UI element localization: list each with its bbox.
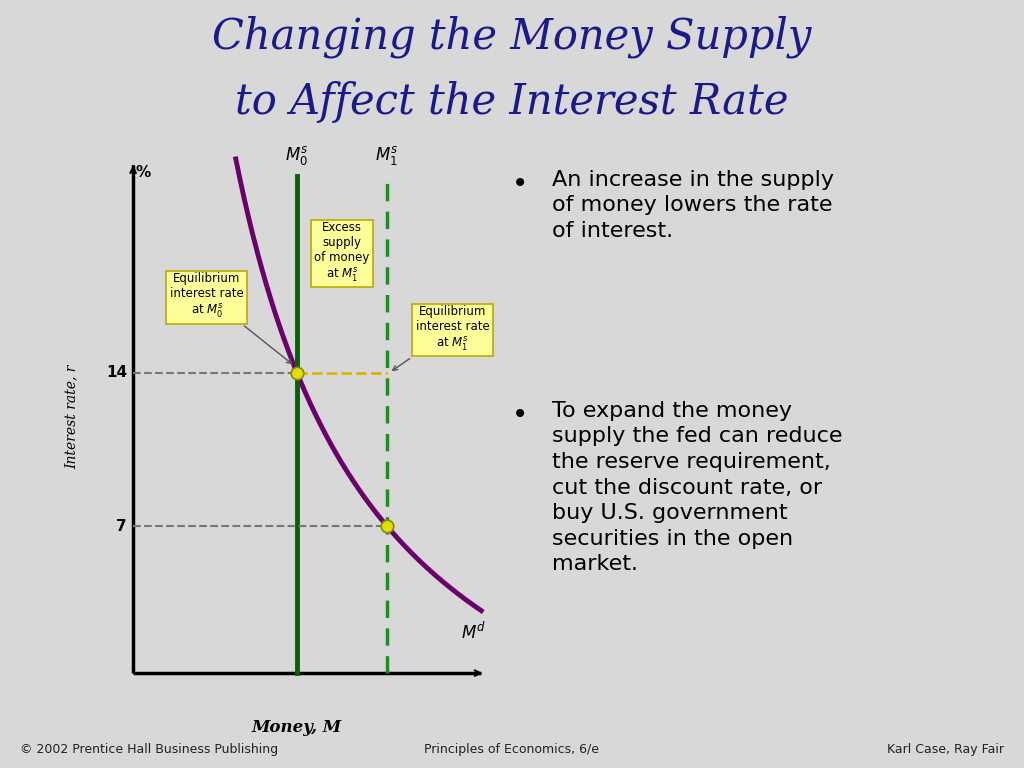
Text: Excess
supply
of money
at $M_1^s$: Excess supply of money at $M_1^s$: [314, 220, 370, 283]
Text: 14: 14: [105, 366, 127, 380]
Text: Principles of Economics, 6/e: Principles of Economics, 6/e: [425, 743, 599, 756]
Text: Equilibrium
interest rate
at $M_0^s$: Equilibrium interest rate at $M_0^s$: [170, 272, 292, 363]
Text: Changing the Money Supply: Changing the Money Supply: [212, 15, 812, 58]
Text: Interest rate, r: Interest rate, r: [65, 365, 79, 468]
Text: An increase in the supply
of money lowers the rate
of interest.: An increase in the supply of money lower…: [552, 170, 834, 241]
Text: 7: 7: [117, 518, 127, 534]
Text: $M_0^s$: $M_0^s$: [286, 144, 308, 167]
Text: Karl Case, Ray Fair: Karl Case, Ray Fair: [887, 743, 1004, 756]
Text: Equilibrium
interest rate
at $M_1^s$: Equilibrium interest rate at $M_1^s$: [392, 305, 489, 370]
Text: Money, M: Money, M: [252, 719, 342, 737]
Text: •: •: [512, 401, 528, 429]
Text: © 2002 Prentice Hall Business Publishing: © 2002 Prentice Hall Business Publishing: [20, 743, 279, 756]
Text: to Affect the Interest Rate: to Affect the Interest Rate: [236, 81, 788, 123]
Text: $M^d$: $M^d$: [461, 621, 485, 643]
Text: To expand the money
supply the fed can reduce
the reserve requirement,
cut the d: To expand the money supply the fed can r…: [552, 401, 843, 574]
Text: •: •: [512, 170, 528, 197]
Text: %: %: [135, 164, 151, 180]
Text: $M_1^s$: $M_1^s$: [376, 144, 398, 167]
